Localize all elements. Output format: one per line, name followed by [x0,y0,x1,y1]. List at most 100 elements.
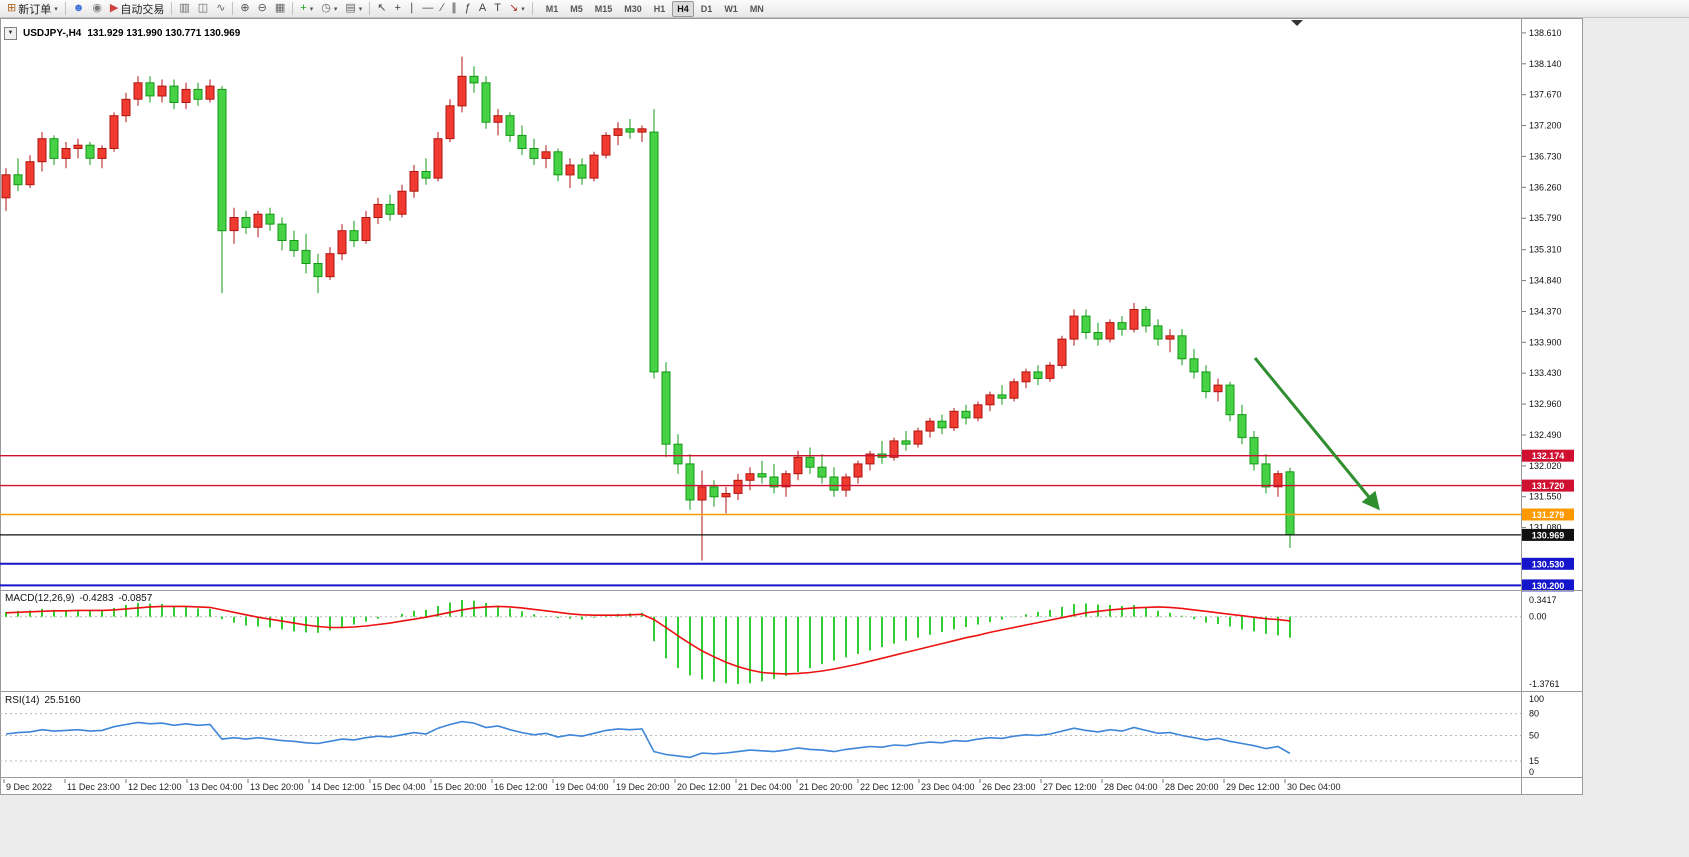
candle [229,207,239,244]
auto-trading-button[interactable]: ▶ 自动交易 [106,0,168,18]
candle [1177,329,1187,366]
candle [985,391,995,412]
price-scale[interactable] [1521,19,1582,794]
candle [1261,454,1271,494]
candle [1093,322,1103,346]
arrows-tool-button[interactable]: ↘ ▾ [505,0,529,18]
dropdown-caret-icon: ▾ [521,5,525,13]
candle [769,463,779,494]
price-line-label-text: 132.174 [1532,451,1565,461]
signals-button[interactable]: ◉ [88,0,106,18]
trendline-tool-button[interactable]: ∕ [437,0,447,18]
price-tick-label: 133.430 [1529,368,1562,378]
indicators-button[interactable]: + ▾ [296,0,317,18]
candle [961,404,971,425]
candle [1201,365,1211,399]
candle [913,427,923,448]
price-tick-label: 136.260 [1529,182,1562,192]
chart-background[interactable] [0,18,1583,795]
new-order-button[interactable]: ⊞ 新订单 ▾ [3,0,62,18]
chart-expand-button[interactable]: ▼ [4,27,17,40]
text-tool-button[interactable]: A [475,0,490,18]
new-order-label: 新订单 [18,3,52,16]
macd-value-signal: -0.0857 [118,593,153,604]
timeframe-m5-button[interactable]: M5 [570,3,583,14]
candle [865,450,875,471]
candle [1057,335,1067,369]
price-tick-label: 138.140 [1529,59,1562,69]
bar-chart-mode-button[interactable]: ▥ [175,0,193,18]
time-axis-label: 29 Dec 12:00 [1226,782,1280,792]
trend-arrow-annotation[interactable] [1253,357,1380,511]
vline-tool-button[interactable]: ∣ [405,0,419,18]
candle [49,135,59,165]
templates-button[interactable]: ▤ ▾ [341,0,366,18]
dropdown-caret-icon: ▾ [309,5,314,13]
fibonacci-tool-button[interactable]: ƒ [461,0,475,18]
zoom-in-button[interactable]: ⊕ [236,0,253,18]
arrow-icon: ↘ [508,2,519,14]
cursor-tool-button[interactable]: ↖ [373,0,390,18]
time-axis-label: 12 Dec 12:00 [128,782,182,792]
timeframe-w1-button[interactable]: W1 [724,3,738,14]
periods-button[interactable]: ◷ ▾ [317,0,341,18]
candle [709,480,719,507]
hline-tool-button[interactable]: — [418,0,437,18]
timeframe-m30-button[interactable]: M30 [624,3,642,14]
zoom-out-button[interactable]: ⊖ [254,0,271,18]
candle [253,210,263,238]
timeframe-h1-button[interactable]: H1 [653,3,666,14]
indicators-icon: + [300,2,307,14]
candle [25,155,35,188]
timeframe-m1-button[interactable]: M1 [545,3,559,14]
candle [589,151,599,182]
timeframe-mn-button[interactable]: MN [749,3,764,14]
time-axis-label: 30 Dec 04:00 [1287,782,1341,792]
candle [649,109,659,379]
candle [481,76,491,129]
price-line-label [1522,557,1574,570]
crosshair-tool-button[interactable]: + [390,0,404,18]
time-axis-label: 22 Dec 12:00 [860,782,914,792]
time-axis-label: 20 Dec 12:00 [677,782,731,792]
toolbar-separator [531,2,533,15]
candle [337,224,347,261]
candle-chart-mode-button[interactable]: ◫ [194,0,212,18]
timeframe-h4-button[interactable]: H4 [672,0,694,17]
candle [217,86,227,294]
chart-shift-marker[interactable] [1291,20,1303,26]
candle [529,138,539,165]
mql5-community-button[interactable]: ☻ [69,0,89,18]
candle [493,109,503,136]
candle [421,158,431,185]
timeframe-d1-button[interactable]: D1 [700,3,713,14]
candle [1249,431,1259,471]
candle [85,142,95,165]
label-tool-button[interactable]: T [490,0,505,18]
price-line-label [1522,579,1574,592]
rsi-name: RSI(14) [5,695,40,706]
price-line-label-text: 131.279 [1532,510,1565,520]
vline-icon: ∣ [408,2,415,14]
time-axis-label: 16 Dec 12:00 [494,782,548,792]
timeframe-m15-button[interactable]: M15 [594,3,613,14]
candle [61,142,71,169]
candle [565,158,575,188]
candle [997,385,1007,405]
tile-windows-button[interactable]: ▦ [271,0,289,18]
line-chart-mode-button[interactable]: ∿ [212,0,229,18]
rsi-scale-label: 100 [1529,694,1544,704]
candle [613,122,623,146]
channel-tool-button[interactable]: ∥ [447,0,461,18]
broadcast-icon: ◉ [92,2,102,14]
candle [469,66,479,93]
person-icon: ☻ [72,2,85,14]
candle [1237,404,1247,445]
candle [121,92,131,123]
chart-symbol-period: USDJPY-,H4 [23,28,82,39]
price-line-label-text: 130.200 [1532,581,1565,591]
time-axis-label: 21 Dec 04:00 [738,782,792,792]
time-axis-label: 13 Dec 20:00 [250,782,304,792]
